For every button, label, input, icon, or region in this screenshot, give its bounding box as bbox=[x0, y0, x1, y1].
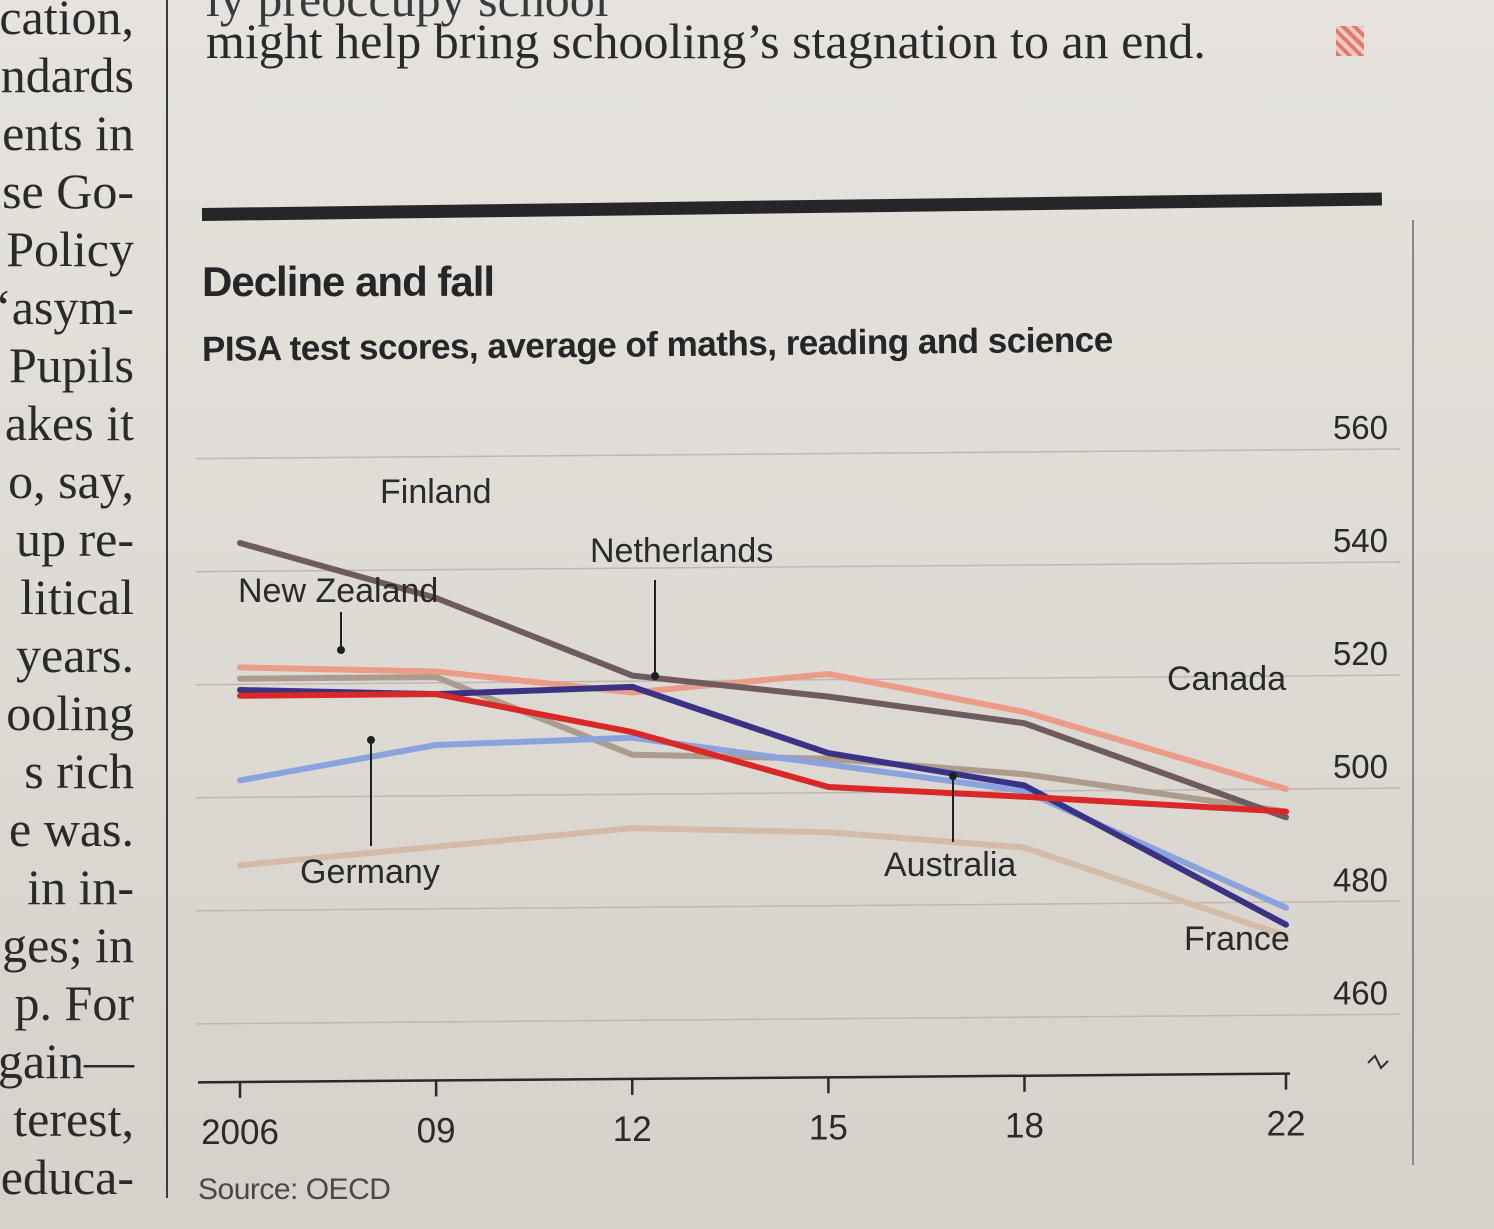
series-label-new-zealand: New Zealand bbox=[238, 572, 438, 610]
article-text-line: ooling bbox=[6, 685, 134, 741]
x-tick-label: 2006 bbox=[201, 1113, 279, 1152]
series-label-netherlands: Netherlands bbox=[590, 532, 773, 570]
y-tick-label: 460 bbox=[1333, 974, 1388, 1011]
article-text-line: gain— bbox=[0, 1033, 134, 1089]
article-text-line: educa- bbox=[0, 1149, 134, 1205]
series-line-france bbox=[237, 825, 1289, 939]
gridline bbox=[195, 787, 1401, 799]
gridline bbox=[195, 448, 1401, 460]
article-text-line: cation, bbox=[0, 0, 134, 45]
article-text-line: p. For bbox=[14, 975, 134, 1031]
gridline bbox=[195, 1013, 1401, 1025]
end-of-article-mark bbox=[1336, 26, 1364, 56]
article-text-line: Policy bbox=[6, 221, 134, 277]
x-tick-label: 22 bbox=[1267, 1105, 1306, 1144]
right-margin-rule bbox=[1412, 220, 1414, 1165]
article-text-line: se Go- bbox=[2, 163, 134, 219]
article-text-line: o, say, bbox=[8, 453, 134, 509]
series-label-finland: Finland bbox=[380, 473, 492, 511]
label-leader-dot bbox=[651, 672, 659, 680]
y-tick-label: 540 bbox=[1333, 522, 1388, 559]
label-leaders bbox=[337, 580, 957, 846]
article-text-line: akes it bbox=[4, 395, 134, 451]
label-leader-dot bbox=[337, 646, 345, 654]
series-line-finland bbox=[237, 540, 1289, 821]
article-text-line: might help bring schooling’s stagnation … bbox=[206, 13, 1206, 69]
gridline bbox=[195, 561, 1401, 573]
article-text-line: terest, bbox=[13, 1091, 134, 1147]
x-tick-label: 09 bbox=[417, 1111, 456, 1150]
article-text-line: litical bbox=[20, 569, 134, 625]
x-tick-label: 15 bbox=[809, 1108, 848, 1147]
article-text-line: e was. bbox=[9, 801, 134, 857]
article-text-line: up re- bbox=[16, 511, 134, 567]
series-labels: Finland Netherlands New Zealand Canada Germa… bbox=[238, 473, 1290, 958]
axis-break-icon bbox=[1367, 1054, 1389, 1070]
series-label-france: France bbox=[1184, 920, 1290, 958]
label-leader-dot bbox=[949, 772, 957, 780]
article-text-line: ents in bbox=[2, 105, 134, 161]
chart-title: Decline and fall bbox=[202, 258, 495, 305]
article-text-line: ndards bbox=[0, 47, 134, 103]
article-text-line: in in- bbox=[27, 859, 134, 915]
y-tick-label: 480 bbox=[1333, 861, 1388, 898]
x-axis-line bbox=[197, 1072, 1291, 1084]
label-leader-dot bbox=[367, 736, 375, 744]
x-axis: 2006 09 12 15 18 22 bbox=[197, 1072, 1306, 1152]
series-label-germany: Germany bbox=[300, 853, 440, 891]
y-tick-label: 520 bbox=[1333, 635, 1388, 672]
y-axis-labels: 460 480 500 520 540 560 bbox=[1333, 409, 1389, 1070]
series-label-australia: Australia bbox=[884, 846, 1016, 884]
column-divider bbox=[166, 0, 168, 1198]
x-tick-label: 12 bbox=[613, 1110, 652, 1149]
article-text-line: ly preoccupy school bbox=[206, 0, 609, 28]
article-text-line: s rich bbox=[24, 743, 134, 799]
series-line-australia bbox=[237, 691, 1289, 815]
left-text-column: cation, ndards ents in se Go- Policy ‘asym- Pu… bbox=[0, 0, 160, 1229]
article-text-line: years. bbox=[16, 627, 134, 683]
chart-source: Source: OECD bbox=[198, 1173, 391, 1206]
gridline bbox=[195, 900, 1401, 912]
gridline bbox=[195, 674, 1401, 686]
article-text-line: ges; in bbox=[2, 917, 134, 973]
gridlines bbox=[195, 448, 1401, 1025]
series-label-canada: Canada bbox=[1167, 660, 1286, 698]
article-text-line: ‘asym- bbox=[0, 279, 134, 335]
series-lines bbox=[237, 540, 1289, 939]
y-tick-label: 560 bbox=[1333, 409, 1388, 446]
article-text-line: Pupils bbox=[8, 337, 134, 393]
x-tick-label: 18 bbox=[1005, 1107, 1044, 1146]
y-tick-label: 500 bbox=[1333, 748, 1388, 785]
